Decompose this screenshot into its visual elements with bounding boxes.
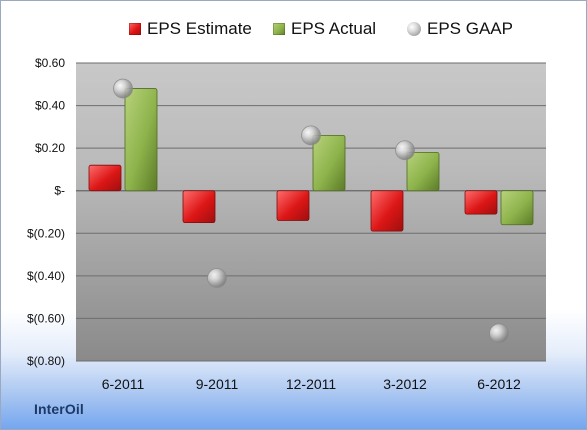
y-axis-tick-labels: $0.60 $0.40 $0.20 $- $(0.20) $(0.40) $(0.60) $(… (27, 56, 65, 368)
legend-actual-swatch-icon (273, 23, 285, 35)
eps-actual-bar-6-2012 (500, 190, 534, 226)
x-tick-label-6-2011: 6-2011 (102, 376, 145, 392)
legend-estimate-label: EPS Estimate (147, 19, 252, 38)
legend-estimate-swatch-icon (129, 23, 141, 35)
eps-estimate-bar-6-2012 (464, 190, 498, 215)
y-tick-label-3: $- (54, 184, 65, 198)
y-tick-label-1: $0.40 (35, 99, 65, 113)
eps-actual-bar-3-2012 (406, 151, 440, 192)
legend-gaap-swatch-icon (407, 22, 421, 36)
x-tick-label-3-2012: 3-2012 (383, 376, 427, 392)
eps-gaap-point-3-2012 (395, 140, 415, 161)
x-tick-label-6-2012: 6-2012 (477, 376, 521, 392)
chart-legend: EPS Estimate EPS Actual EPS GAAP (1, 17, 586, 41)
y-tick-label-2: $0.20 (35, 141, 65, 155)
eps-gaap-point-6-2011 (113, 78, 133, 99)
gaap-points (113, 78, 509, 344)
eps-gaap-point-12-2011 (301, 125, 321, 146)
legend-actual-label: EPS Actual (291, 19, 377, 38)
legend-item-eps-gaap: EPS GAAP (407, 17, 513, 41)
y-tick-label-5: $(0.40) (27, 269, 65, 283)
eps-estimate-bar-12-2011 (276, 190, 310, 221)
legend-item-eps-actual: EPS Actual (273, 17, 376, 41)
eps-estimate-bar-3-2012 (370, 190, 404, 232)
x-axis-tick-labels: 6-2011 9-2011 12-2011 3-2012 6-2012 (102, 376, 521, 392)
y-tick-label-7: $(0.80) (27, 354, 65, 368)
eps-estimate-bar-6-2011 (88, 164, 122, 192)
x-tick-label-12-2011: 12-2011 (286, 376, 337, 392)
legend-gaap-label: EPS GAAP (427, 19, 513, 38)
eps-actual-bar-12-2011 (312, 134, 346, 192)
legend-item-eps-estimate: EPS Estimate (129, 17, 252, 41)
eps-estimate-bar-9-2011 (182, 190, 216, 224)
eps-gaap-point-9-2011 (207, 268, 227, 288)
eps-gaap-point-6-2012 (489, 323, 509, 344)
y-tick-label-4: $(0.20) (27, 226, 65, 240)
y-tick-label-0: $0.60 (35, 56, 65, 70)
eps-actual-bar-6-2011 (124, 88, 158, 192)
y-tick-label-6: $(0.60) (27, 311, 65, 325)
bar-series (88, 88, 534, 232)
company-name: InterOil (34, 401, 84, 417)
x-tick-label-9-2011: 9-2011 (196, 376, 239, 392)
